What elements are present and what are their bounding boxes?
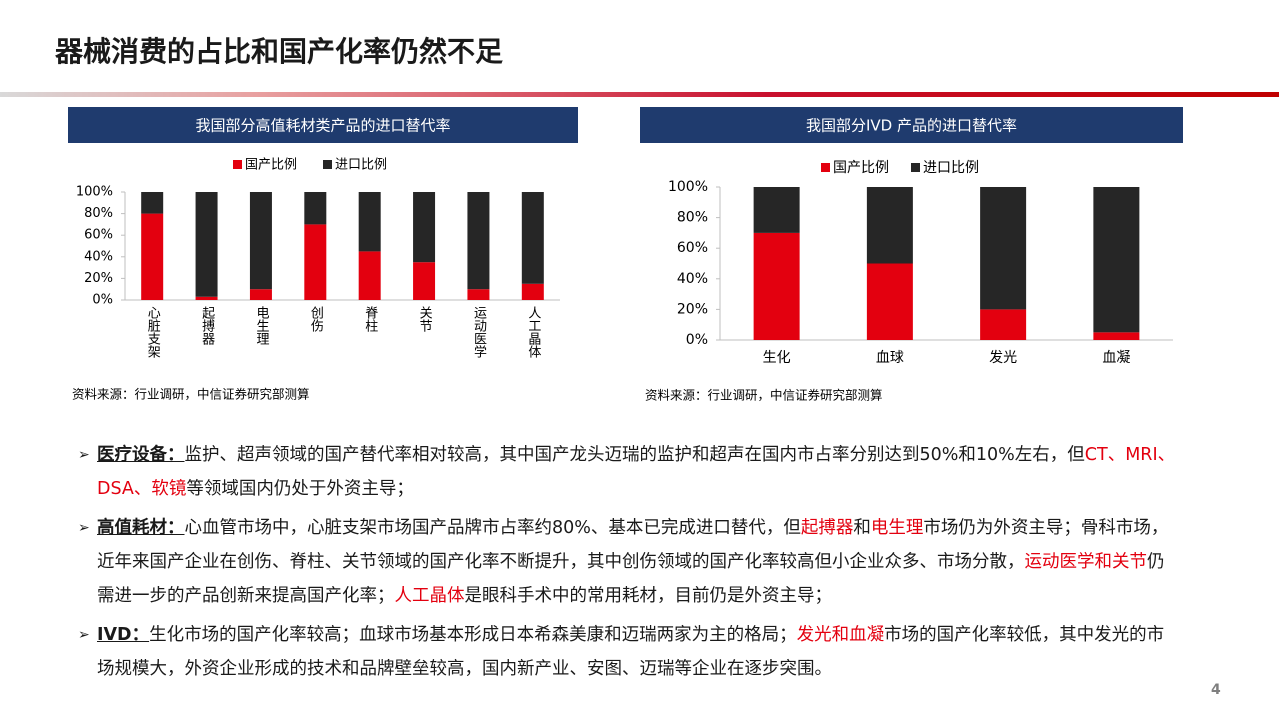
bar-segment xyxy=(866,263,913,340)
bar-segment xyxy=(753,232,800,340)
bullet-text: 运动医学和关节 xyxy=(1024,552,1148,572)
bar-segment xyxy=(249,289,272,300)
x-tick-label: 电生理 xyxy=(253,306,269,345)
legend-swatch xyxy=(233,160,242,169)
bar-segment xyxy=(521,283,544,300)
y-tick-label: 0% xyxy=(686,332,708,348)
bullet-text: 监护、超声领域的国产替代率相对较高，其中国产龙头迈瑞的监护和超声在国内市占率分别… xyxy=(184,445,1085,465)
x-tick-label: 人工晶体 xyxy=(525,306,541,358)
bullet-text: 医疗设备： xyxy=(97,445,185,465)
bar-segment xyxy=(467,289,490,300)
y-tick-label: 40% xyxy=(677,271,708,287)
chart-source: 资料来源：行业调研，中信证券研究部测算 xyxy=(72,387,310,402)
x-tick-label: 血凝 xyxy=(1102,350,1130,366)
bar-segment xyxy=(195,296,218,300)
bullet: 高值耗材：心血管市场中，心脏支架市场国产品牌市占率约80%、基本已完成进口替代，… xyxy=(78,511,1178,613)
bar-segment xyxy=(1093,187,1140,333)
x-tick-label: 生化 xyxy=(763,350,791,366)
bar-segment xyxy=(467,192,490,290)
bullet-text: 和 xyxy=(853,518,871,538)
y-tick-label: 60% xyxy=(84,228,113,243)
y-tick-label: 20% xyxy=(677,301,708,317)
bullet-text: IVD： xyxy=(97,625,150,645)
bar-segment xyxy=(521,192,544,284)
title-rule xyxy=(0,92,1279,97)
chart-source: 资料来源：行业调研，中信证券研究部测算 xyxy=(645,388,883,403)
y-tick-label: 0% xyxy=(92,293,113,308)
bar-segment xyxy=(195,192,218,297)
bullet-text: CT、MRI、DSA、软镜 xyxy=(97,445,1176,499)
bullet-text: 发光和血凝 xyxy=(796,625,885,645)
bullet-text: 仍需进一步的产品创新来提高国产化率； xyxy=(97,552,1165,606)
x-tick-label: 运动医学 xyxy=(471,306,487,358)
bullet-text: 等领域国内仍处于外资主导； xyxy=(186,479,414,499)
bullet-text: 人工晶体 xyxy=(394,586,465,606)
bullet-text: 市场仍为外资主导；骨科市场，近年来国产企业在创伤、脊柱、关节领域的国产化率不断提… xyxy=(97,518,1169,572)
bullet-text: 电生理 xyxy=(870,518,924,538)
legend-swatch xyxy=(821,163,830,172)
y-tick-label: 100% xyxy=(668,179,708,195)
bar-segment xyxy=(304,224,327,300)
bar-segment xyxy=(980,187,1027,310)
bullet: IVD：生化市场的国产化率较高；血球市场基本形成日本希森美康和迈瑞两家为主的格局… xyxy=(78,618,1178,686)
legend-swatch xyxy=(911,163,920,172)
page-number: 4 xyxy=(1211,682,1221,698)
legend-swatch xyxy=(323,160,332,169)
slide-title: 器械消费的占比和国产化率仍然不足 xyxy=(55,35,504,68)
bar-segment xyxy=(866,187,913,264)
bar-segment xyxy=(413,192,436,263)
chart-header xyxy=(68,107,578,143)
bar-segment xyxy=(980,309,1027,340)
x-tick-label: 起搏器 xyxy=(199,306,215,346)
bar-segment xyxy=(1093,332,1140,340)
bar-segment xyxy=(141,192,164,214)
bullet-text: 生化市场的国产化率较高；血球市场基本形成日本希森美康和迈瑞两家为主的格局； xyxy=(149,625,797,645)
bar-segment xyxy=(304,192,327,225)
bullet-text: 起搏器 xyxy=(800,518,854,538)
bar-segment xyxy=(249,192,272,290)
y-tick-label: 100% xyxy=(76,185,113,200)
chart-title: 我国部分IVD 产品的进口替代率 xyxy=(806,117,1017,135)
x-tick-label: 脊柱 xyxy=(362,306,378,333)
y-tick-label: 80% xyxy=(84,206,113,221)
y-tick-label: 80% xyxy=(677,210,708,226)
bar-segment xyxy=(753,187,800,233)
x-tick-label: 血球 xyxy=(876,350,904,366)
bar-segment xyxy=(413,262,436,300)
bullet-list: 医疗设备：监护、超声领域的国产替代率相对较高，其中国产龙头迈瑞的监护和超声在国内… xyxy=(78,438,1178,691)
x-tick-label: 关节 xyxy=(417,306,433,332)
bullet: 医疗设备：监护、超声领域的国产替代率相对较高，其中国产龙头迈瑞的监护和超声在国内… xyxy=(78,438,1178,506)
bullet-text: 是眼科手术中的常用耗材，目前仍是外资主导； xyxy=(464,586,833,606)
legend-label: 国产比例 xyxy=(245,158,297,173)
legend-label: 进口比例 xyxy=(335,158,387,173)
chart-header xyxy=(640,107,1183,143)
x-tick-label: 心脏支架 xyxy=(145,306,161,358)
bullet-text: 市场的国产化率较低，其中发光的市场规模大，外资企业形成的技术和品牌壁垒较高，国内… xyxy=(97,625,1165,679)
legend-label: 国产比例 xyxy=(833,160,889,176)
y-tick-label: 40% xyxy=(84,249,113,264)
bar-segment xyxy=(358,192,381,252)
bar-segment xyxy=(358,251,381,300)
y-tick-label: 60% xyxy=(677,240,708,256)
bullet-text: 心血管市场中，心脏支架市场国产品牌市占率约80%、基本已完成进口替代，但 xyxy=(184,518,801,538)
bar-segment xyxy=(141,213,164,300)
x-tick-label: 创伤 xyxy=(308,306,324,333)
y-tick-label: 20% xyxy=(84,271,113,286)
chart-title: 我国部分高值耗材类产品的进口替代率 xyxy=(195,117,450,135)
bullet-text: 高值耗材： xyxy=(97,518,185,538)
legend-label: 进口比例 xyxy=(923,160,979,176)
x-tick-label: 发光 xyxy=(989,350,1017,366)
